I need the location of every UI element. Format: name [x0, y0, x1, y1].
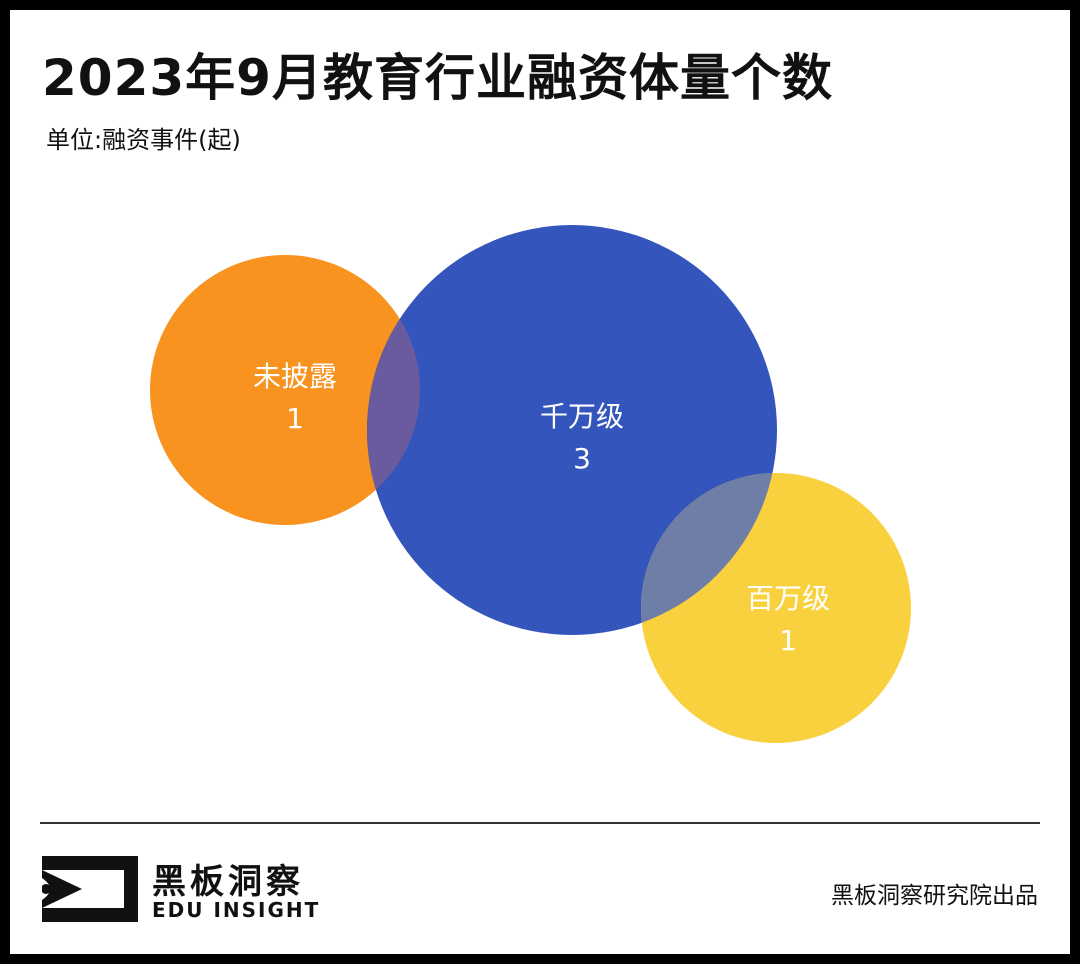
logo-chinese-text: 黑板洞察 — [152, 862, 304, 902]
bubble-undisclosed — [150, 255, 420, 525]
logo-english-text: EDU INSIGHT — [152, 898, 321, 922]
eye-logo-icon — [42, 856, 138, 922]
chart-unit-label: 单位:融资事件(起) — [46, 126, 241, 154]
bubble-category-label: 千万级 — [540, 400, 624, 433]
bubble-value-label: 3 — [573, 442, 591, 475]
brand-logo: 黑板洞察 EDU INSIGHT — [42, 854, 318, 924]
credit-text: 黑板洞察研究院出品 — [831, 883, 1038, 909]
chart-card: 2023年9月教育行业融资体量个数 单位:融资事件(起) 未披露 1 千万级 3 百万级… — [10, 10, 1070, 954]
bubble-category-label: 百万级 — [746, 582, 830, 615]
bubble-value-label: 1 — [286, 402, 304, 435]
bubble-category-label: 未披露 — [253, 360, 337, 393]
bubble-value-label: 1 — [779, 624, 797, 657]
chart-title: 2023年9月教育行业融资体量个数 — [42, 49, 833, 107]
footer-divider — [40, 822, 1040, 824]
bubble-chart: 未披露 1 千万级 3 百万级 1 — [150, 225, 911, 743]
